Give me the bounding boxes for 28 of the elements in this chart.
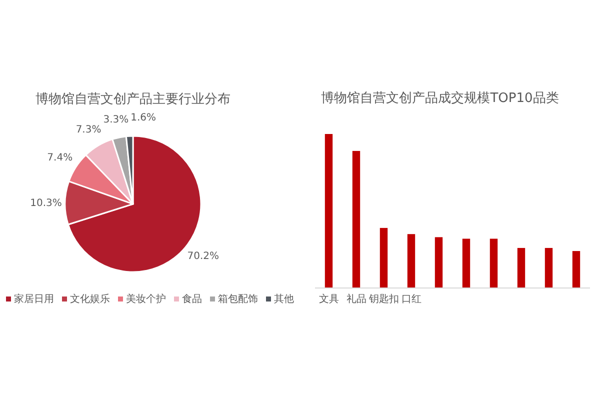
chart-title: 博物馆自营文创产品成交规模TOP10品类 [321, 90, 559, 106]
x-tick-label: 文具 [318, 293, 339, 305]
bar [380, 228, 388, 288]
data-label: 10.3% [30, 198, 62, 209]
chart-title: 博物馆自营文创产品主要行业分布 [36, 91, 230, 107]
data-label: 7.4% [47, 152, 73, 164]
data-label: 70.2% [187, 250, 220, 262]
legend-label: 美妆个护 [126, 293, 166, 305]
bar [407, 234, 416, 288]
bar [544, 248, 553, 288]
x-tick-label: 钥匙扣 [368, 293, 399, 305]
legend-label: 文化娱乐 [70, 293, 110, 305]
bar [352, 150, 360, 288]
data-label: 1.6% [130, 112, 156, 124]
bar [490, 238, 498, 288]
legend-label: 家居日用 [14, 293, 54, 305]
bar [517, 248, 526, 288]
legend-label: 其他 [274, 293, 294, 305]
data-label: 7.3% [76, 124, 102, 136]
bar [572, 251, 580, 288]
legend-label: 箱包配饰 [218, 293, 258, 305]
legend-label: 食品 [182, 293, 202, 305]
x-tick-label: 礼品 [346, 293, 366, 305]
data-label: 3.3% [103, 114, 129, 126]
bar [434, 237, 443, 288]
x-tick-label: 口红 [401, 293, 422, 305]
bar [462, 238, 470, 288]
bar [324, 134, 333, 288]
